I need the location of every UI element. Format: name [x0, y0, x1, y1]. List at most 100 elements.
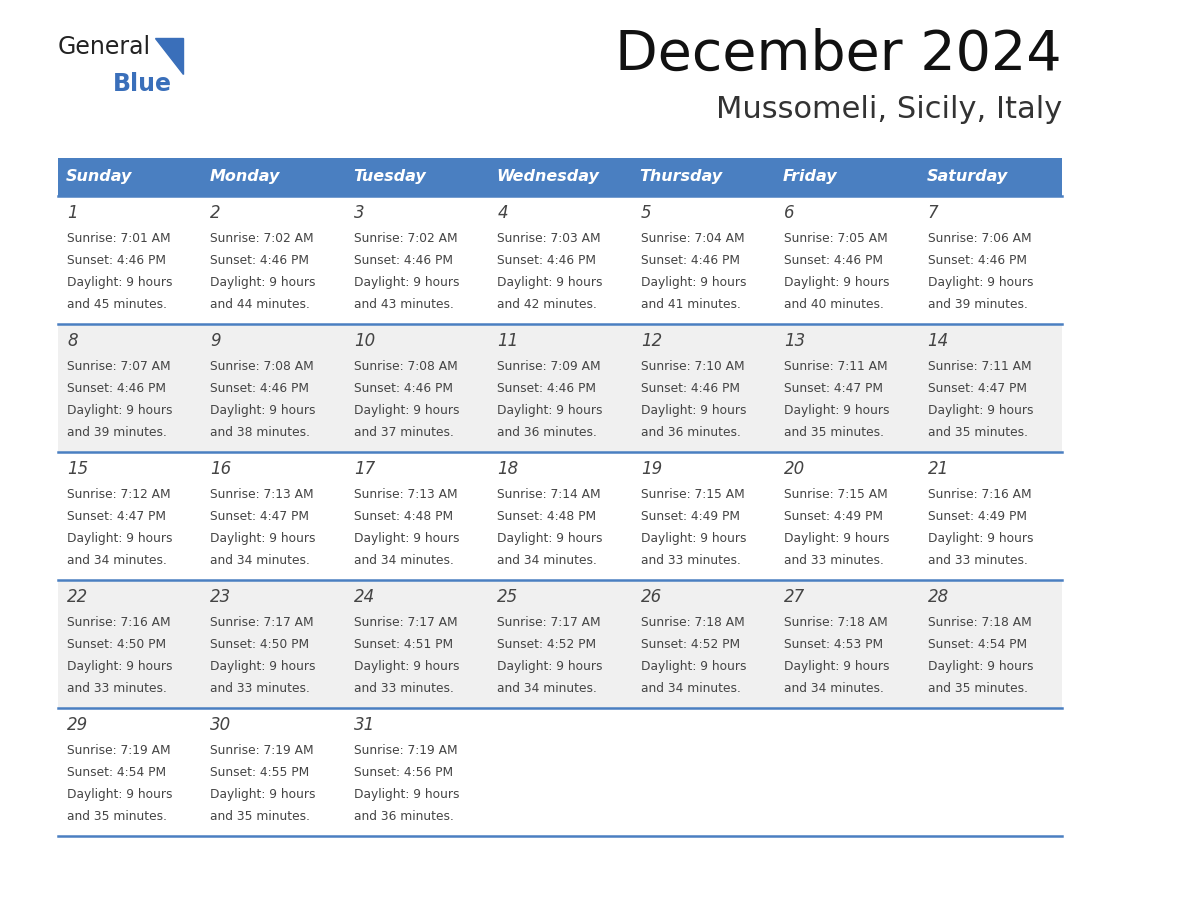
Text: Sunset: 4:52 PM: Sunset: 4:52 PM: [640, 638, 740, 651]
Text: Daylight: 9 hours: Daylight: 9 hours: [784, 404, 890, 417]
Text: Daylight: 9 hours: Daylight: 9 hours: [498, 660, 602, 673]
Text: 13: 13: [784, 332, 805, 350]
Text: Sunset: 4:53 PM: Sunset: 4:53 PM: [784, 638, 883, 651]
Text: Daylight: 9 hours: Daylight: 9 hours: [67, 532, 172, 545]
Text: Sunset: 4:49 PM: Sunset: 4:49 PM: [784, 510, 883, 523]
Text: and 38 minutes.: and 38 minutes.: [210, 426, 310, 439]
Text: Sunrise: 7:13 AM: Sunrise: 7:13 AM: [354, 488, 457, 501]
Text: Daylight: 9 hours: Daylight: 9 hours: [784, 276, 890, 289]
Text: Sunrise: 7:07 AM: Sunrise: 7:07 AM: [67, 360, 171, 373]
Text: 22: 22: [67, 588, 88, 606]
Text: Sunrise: 7:10 AM: Sunrise: 7:10 AM: [640, 360, 745, 373]
Text: and 35 minutes.: and 35 minutes.: [210, 810, 310, 823]
Text: and 34 minutes.: and 34 minutes.: [354, 554, 454, 567]
Text: Daylight: 9 hours: Daylight: 9 hours: [640, 532, 746, 545]
Bar: [488, 158, 632, 196]
Text: General: General: [58, 35, 151, 59]
Text: and 37 minutes.: and 37 minutes.: [354, 426, 454, 439]
Bar: [58, 158, 202, 196]
Text: Friday: Friday: [783, 170, 838, 185]
Text: 4: 4: [498, 204, 508, 222]
Text: 9: 9: [210, 332, 221, 350]
Text: 11: 11: [498, 332, 518, 350]
Text: Daylight: 9 hours: Daylight: 9 hours: [640, 276, 746, 289]
Text: 30: 30: [210, 716, 232, 734]
Text: Wednesday: Wednesday: [497, 170, 599, 185]
Text: Sunset: 4:51 PM: Sunset: 4:51 PM: [354, 638, 453, 651]
Text: Sunrise: 7:04 AM: Sunrise: 7:04 AM: [640, 232, 745, 245]
Text: 28: 28: [928, 588, 949, 606]
Text: Daylight: 9 hours: Daylight: 9 hours: [354, 276, 460, 289]
Text: Sunrise: 7:08 AM: Sunrise: 7:08 AM: [210, 360, 314, 373]
Text: Daylight: 9 hours: Daylight: 9 hours: [928, 404, 1034, 417]
Text: Daylight: 9 hours: Daylight: 9 hours: [67, 788, 172, 801]
Text: Sunset: 4:46 PM: Sunset: 4:46 PM: [928, 254, 1026, 267]
Bar: [632, 158, 775, 196]
Text: Daylight: 9 hours: Daylight: 9 hours: [210, 660, 316, 673]
Text: Daylight: 9 hours: Daylight: 9 hours: [354, 788, 460, 801]
Text: Sunset: 4:52 PM: Sunset: 4:52 PM: [498, 638, 596, 651]
Text: 10: 10: [354, 332, 375, 350]
Text: Sunrise: 7:08 AM: Sunrise: 7:08 AM: [354, 360, 457, 373]
Text: and 33 minutes.: and 33 minutes.: [67, 682, 166, 695]
Text: Sunset: 4:56 PM: Sunset: 4:56 PM: [354, 766, 453, 779]
Text: and 34 minutes.: and 34 minutes.: [210, 554, 310, 567]
Text: and 42 minutes.: and 42 minutes.: [498, 298, 598, 311]
Text: Sunset: 4:46 PM: Sunset: 4:46 PM: [354, 382, 453, 395]
Text: Thursday: Thursday: [639, 170, 722, 185]
Text: 12: 12: [640, 332, 662, 350]
Text: Sunset: 4:46 PM: Sunset: 4:46 PM: [640, 382, 740, 395]
Text: Daylight: 9 hours: Daylight: 9 hours: [498, 276, 602, 289]
Text: Daylight: 9 hours: Daylight: 9 hours: [210, 532, 316, 545]
Text: Sunset: 4:47 PM: Sunset: 4:47 PM: [210, 510, 309, 523]
Text: Sunrise: 7:17 AM: Sunrise: 7:17 AM: [210, 616, 314, 629]
Text: Tuesday: Tuesday: [353, 170, 425, 185]
Text: and 40 minutes.: and 40 minutes.: [784, 298, 884, 311]
Text: Sunrise: 7:14 AM: Sunrise: 7:14 AM: [498, 488, 601, 501]
Text: Sunrise: 7:15 AM: Sunrise: 7:15 AM: [784, 488, 887, 501]
Text: 6: 6: [784, 204, 795, 222]
Text: Sunrise: 7:11 AM: Sunrise: 7:11 AM: [928, 360, 1031, 373]
Text: Sunrise: 7:18 AM: Sunrise: 7:18 AM: [784, 616, 887, 629]
Text: 21: 21: [928, 460, 949, 478]
Text: Saturday: Saturday: [927, 170, 1007, 185]
Bar: [58, 708, 1062, 836]
Text: 1: 1: [67, 204, 77, 222]
Text: Sunday: Sunday: [67, 170, 132, 185]
Text: 16: 16: [210, 460, 232, 478]
Text: Sunrise: 7:02 AM: Sunrise: 7:02 AM: [210, 232, 314, 245]
Text: Daylight: 9 hours: Daylight: 9 hours: [354, 404, 460, 417]
Text: 14: 14: [928, 332, 949, 350]
Text: and 33 minutes.: and 33 minutes.: [784, 554, 884, 567]
Text: Mussomeli, Sicily, Italy: Mussomeli, Sicily, Italy: [715, 95, 1062, 124]
Text: 23: 23: [210, 588, 232, 606]
Text: December 2024: December 2024: [615, 28, 1062, 82]
Text: Sunset: 4:46 PM: Sunset: 4:46 PM: [67, 382, 166, 395]
Text: and 33 minutes.: and 33 minutes.: [210, 682, 310, 695]
Text: and 35 minutes.: and 35 minutes.: [784, 426, 884, 439]
Text: Sunrise: 7:01 AM: Sunrise: 7:01 AM: [67, 232, 171, 245]
Text: Daylight: 9 hours: Daylight: 9 hours: [210, 788, 316, 801]
Text: Daylight: 9 hours: Daylight: 9 hours: [928, 532, 1034, 545]
Text: Sunset: 4:46 PM: Sunset: 4:46 PM: [498, 254, 596, 267]
Text: and 44 minutes.: and 44 minutes.: [210, 298, 310, 311]
Text: Sunrise: 7:16 AM: Sunrise: 7:16 AM: [928, 488, 1031, 501]
Text: and 34 minutes.: and 34 minutes.: [640, 682, 740, 695]
Text: 31: 31: [354, 716, 375, 734]
Text: and 34 minutes.: and 34 minutes.: [67, 554, 166, 567]
Text: Sunrise: 7:17 AM: Sunrise: 7:17 AM: [498, 616, 601, 629]
Text: 17: 17: [354, 460, 375, 478]
Text: Daylight: 9 hours: Daylight: 9 hours: [498, 532, 602, 545]
Text: Sunset: 4:49 PM: Sunset: 4:49 PM: [928, 510, 1026, 523]
Text: 5: 5: [640, 204, 651, 222]
Text: Sunrise: 7:12 AM: Sunrise: 7:12 AM: [67, 488, 171, 501]
Text: Daylight: 9 hours: Daylight: 9 hours: [354, 660, 460, 673]
Text: Daylight: 9 hours: Daylight: 9 hours: [784, 532, 890, 545]
Text: Sunset: 4:55 PM: Sunset: 4:55 PM: [210, 766, 310, 779]
Text: and 34 minutes.: and 34 minutes.: [498, 682, 598, 695]
Text: Sunset: 4:46 PM: Sunset: 4:46 PM: [210, 254, 309, 267]
Text: and 36 minutes.: and 36 minutes.: [640, 426, 740, 439]
Text: and 34 minutes.: and 34 minutes.: [784, 682, 884, 695]
Text: 20: 20: [784, 460, 805, 478]
Text: and 33 minutes.: and 33 minutes.: [640, 554, 740, 567]
